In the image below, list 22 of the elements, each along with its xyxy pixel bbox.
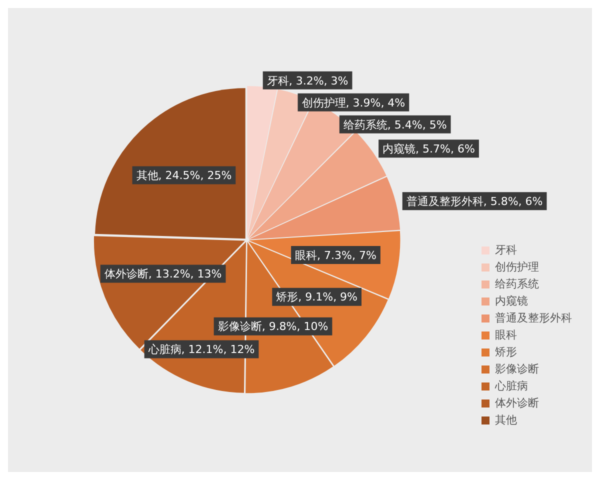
data-label: 眼科, 7.3%, 7% — [295, 248, 376, 262]
legend-label: 牙科 — [495, 243, 517, 256]
data-label: 创伤护理, 3.9%, 4% — [302, 96, 406, 110]
data-label: 其他, 24.5%, 25% — [136, 169, 232, 182]
legend-label: 内窥镜 — [495, 294, 528, 308]
data-label: 影像诊断, 9.8%, 10% — [218, 320, 328, 334]
legend-label: 眼科 — [495, 328, 517, 342]
legend-label: 给药系统 — [495, 277, 539, 290]
data-label: 矫形, 9.1%, 9% — [276, 290, 358, 304]
legend-label: 心脏病 — [494, 379, 528, 392]
legend-label: 创伤护理 — [495, 260, 539, 274]
data-label: 心脏病, 12.1%, 12% — [147, 343, 255, 356]
legend-label: 矫形 — [495, 345, 517, 358]
data-label: 普通及整形外科, 5.8%, 6% — [406, 194, 543, 208]
data-label: 牙科, 3.2%, 3% — [266, 74, 348, 88]
legend-label: 其他 — [495, 413, 517, 426]
data-label: 给药系统, 5.4%, 5% — [343, 118, 447, 132]
legend-label: 体外诊断 — [495, 396, 539, 410]
data-label: 内窥镜, 5.7%, 6% — [382, 142, 475, 156]
data-label: 体外诊断, 13.2%, 13% — [104, 268, 222, 281]
legend-label: 普通及整形外科 — [495, 311, 572, 324]
legend-label: 影像诊断 — [495, 362, 539, 376]
